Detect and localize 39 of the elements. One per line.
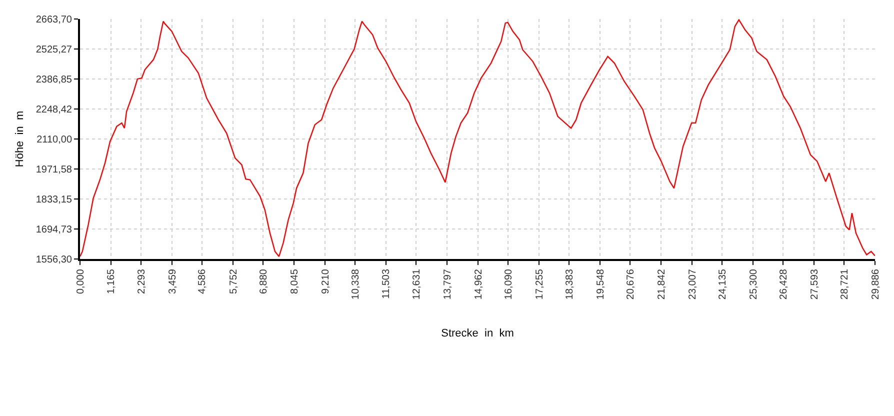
x-tick-label: 16,090: [503, 268, 514, 300]
y-tick-label: 1833,15: [36, 194, 72, 206]
x-tick-label: 13,797: [442, 268, 454, 300]
y-tick-label: 2525,27: [36, 44, 72, 56]
x-tick-label: 26,428: [778, 268, 790, 300]
y-tick-label: 1694,73: [36, 224, 72, 236]
x-tick-label: 25,300: [748, 268, 760, 300]
x-tick-label: 9,210: [320, 268, 332, 294]
x-tick-label: 8,045: [289, 268, 300, 294]
x-tick-label: 20,676: [625, 268, 636, 300]
x-tick-label: 1,165: [106, 268, 118, 294]
y-tick-label: 2248,42: [36, 104, 72, 116]
y-tick-label: 1971,58: [36, 164, 72, 176]
x-tick-label: 10,338: [350, 268, 362, 300]
x-tick-label: 27,593: [809, 268, 820, 300]
x-tick-label: 21,842: [656, 268, 668, 300]
x-tick-label: 2,293: [136, 268, 148, 294]
x-tick-label: 18,383: [564, 268, 576, 300]
x-tick-label: 14,962: [473, 268, 484, 300]
x-tick-label: 23,007: [687, 268, 698, 300]
x-tick-label: 5,752: [228, 268, 240, 294]
y-tick-label: 1556,30: [36, 254, 72, 266]
x-tick-label: 12,631: [411, 268, 422, 300]
x-tick-label: 11,503: [381, 268, 392, 299]
x-tick-label: 28,721: [839, 268, 850, 300]
y-tick-label: 2110,00: [36, 134, 72, 146]
x-tick-label: 19,548: [595, 268, 606, 300]
x-tick-label: 6,880: [258, 268, 270, 294]
y-axis-title: Höhe in m: [14, 110, 26, 168]
x-tick-label: 29,886: [870, 268, 882, 300]
x-tick-label: 24,135: [717, 268, 728, 300]
x-tick-label: 3,459: [167, 268, 178, 294]
x-tick-label: 0,000: [75, 268, 86, 294]
x-tick-label: 4,586: [197, 268, 208, 294]
x-tick-label: 17,255: [534, 268, 546, 300]
x-axis-title: Strecke in km: [441, 327, 514, 340]
y-tick-label: 2386,85: [36, 74, 72, 86]
y-tick-label: 2663,70: [36, 14, 72, 26]
line-series: [80, 19, 875, 258]
